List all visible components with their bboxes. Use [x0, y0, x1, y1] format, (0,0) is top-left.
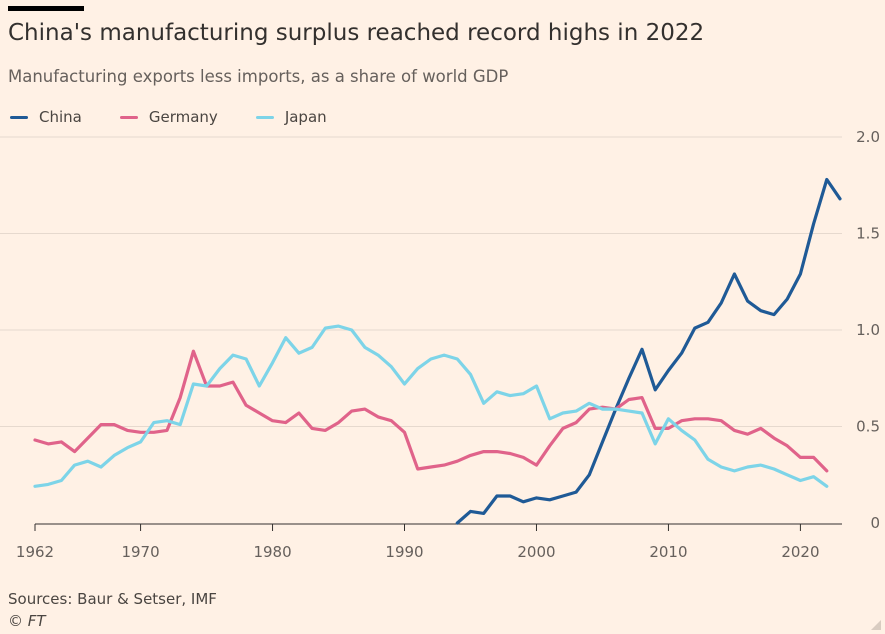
legend-swatch-germany — [119, 115, 138, 119]
x-tick-label: 1990 — [385, 543, 423, 561]
resize-corner-icon — [871, 620, 881, 630]
series-line-china — [455, 177, 842, 525]
legend-item-china: China — [10, 108, 82, 126]
y-tick-label: 0 — [870, 514, 880, 532]
x-tick-label: 2020 — [781, 543, 819, 561]
y-tick-label: 1.0 — [856, 321, 880, 339]
legend-swatch-japan — [255, 115, 274, 119]
ft-credit: © FT — [8, 612, 46, 630]
series-line-germany — [33, 349, 829, 473]
legend-swatch-china — [10, 115, 28, 119]
x-tick-label: 2010 — [649, 543, 687, 561]
sources-note: Sources: Baur & Setser, IMF — [8, 590, 217, 608]
chart-title: China's manufacturing surplus reached re… — [8, 20, 705, 46]
chart-subtitle: Manufacturing exports less imports, as a… — [8, 67, 509, 86]
y-tick-label: 2.0 — [856, 128, 880, 146]
x-tick-label: 2000 — [517, 543, 555, 561]
x-tick-label: 1970 — [121, 543, 159, 561]
brand-bar — [8, 6, 84, 11]
legend-label-japan: Japan — [284, 108, 327, 126]
legend-item-japan: Japan — [255, 108, 327, 126]
x-tick-label: 1980 — [253, 543, 291, 561]
x-tick-label: 1962 — [16, 543, 54, 561]
legend-label-germany: Germany — [148, 108, 218, 126]
legend-label-china: China — [39, 108, 82, 126]
legend-item-germany: Germany — [119, 108, 218, 126]
series-line-japan — [33, 324, 829, 488]
legend: China Germany Japan — [10, 107, 365, 127]
y-tick-label: 0.5 — [856, 418, 880, 436]
y-tick-label: 1.5 — [856, 225, 880, 243]
